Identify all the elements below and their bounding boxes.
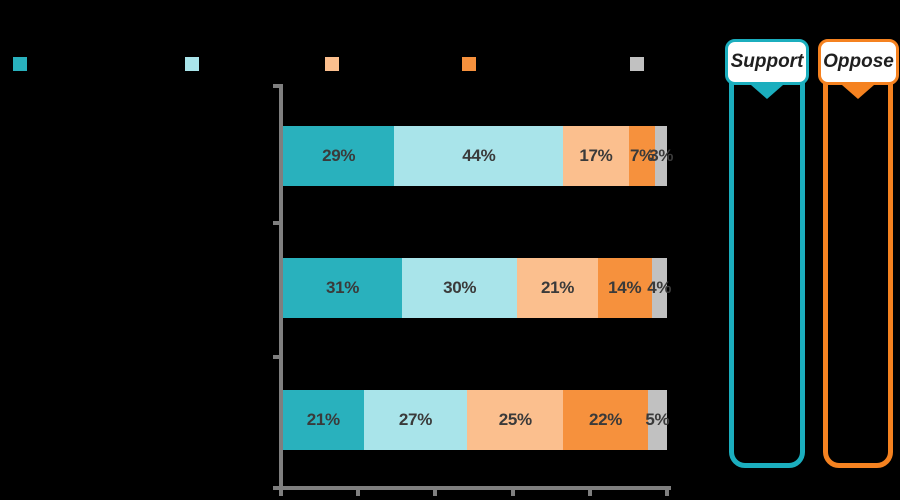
segment-value-label: 17% <box>579 146 613 165</box>
segment-value-label: 7% <box>630 146 654 165</box>
segment-value-label: 44% <box>462 146 496 165</box>
support-pointer-icon <box>751 85 783 99</box>
bar-segment-series-2-light-blue: 44% <box>394 126 564 186</box>
y-axis <box>279 84 283 490</box>
oppose-bracket <box>823 45 893 468</box>
bar-segment-series-1-teal: 29% <box>283 126 395 186</box>
bar-row: 21% 27% 25% 22% 5% <box>283 390 670 450</box>
x-axis-tick <box>587 486 592 496</box>
series-5-swatch <box>630 57 644 71</box>
bar-segment-series-2-light-blue: 30% <box>402 258 518 318</box>
bar-segment-series-5-gray: 4% <box>647 258 672 318</box>
bar-segment-series-4-orange: 7% <box>628 126 656 186</box>
segment-value-label: 30% <box>443 278 477 297</box>
support-label: Support <box>730 51 804 72</box>
bar-segment-series-5-gray: 5% <box>645 390 670 450</box>
bar-segment-series-1-teal: 31% <box>283 258 403 318</box>
support-bracket <box>729 45 805 468</box>
series-2-swatch <box>185 57 199 71</box>
segment-value-label: 3% <box>649 146 674 165</box>
bar-segment-series-4-orange: 22% <box>563 390 648 450</box>
segment-value-label: 21% <box>306 410 340 429</box>
segment-value-label: 4% <box>647 278 672 297</box>
bar-segment-series-4-orange: 14% <box>597 258 652 318</box>
segment-value-label: 31% <box>325 278 360 297</box>
bar-segment-series-1-teal: 21% <box>283 390 364 450</box>
oppose-pointer-icon <box>842 85 874 99</box>
bar-segment-series-2-light-blue: 27% <box>363 390 468 450</box>
y-axis-tick <box>273 355 283 359</box>
x-axis-tick <box>433 486 438 496</box>
x-axis <box>273 486 671 490</box>
segment-value-label: 5% <box>645 410 670 429</box>
series-1-swatch <box>13 57 27 71</box>
bar-segment-series-3-light-orange: 25% <box>467 390 564 450</box>
oppose-label-box: Oppose <box>818 39 899 85</box>
series-3-swatch <box>325 57 339 71</box>
segment-value-label: 27% <box>398 410 433 429</box>
x-axis-tick <box>510 486 515 496</box>
x-axis-tick <box>279 486 283 496</box>
bar-segment-series-3-light-orange: 17% <box>563 126 629 186</box>
bar-segment-series-5-gray: 3% <box>649 126 674 186</box>
oppose-label: Oppose <box>823 51 894 72</box>
y-axis-tick <box>273 84 283 88</box>
segment-value-label: 25% <box>498 410 532 429</box>
y-axis-tick <box>273 221 283 225</box>
bar-segment-series-3-light-orange: 21% <box>517 258 598 318</box>
x-axis-tick <box>356 486 361 496</box>
segment-value-label: 21% <box>540 278 575 297</box>
segment-value-label: 29% <box>322 146 356 165</box>
series-4-swatch <box>462 57 476 71</box>
bar-row: 31% 30% 21% 14% 4% <box>283 258 672 318</box>
support-label-box: Support <box>725 39 809 85</box>
bar-row: 29% 44% 17% 7% 3% <box>283 126 674 186</box>
segment-value-label: 14% <box>608 278 642 297</box>
x-axis-tick <box>665 486 669 496</box>
segment-value-label: 22% <box>588 410 623 429</box>
